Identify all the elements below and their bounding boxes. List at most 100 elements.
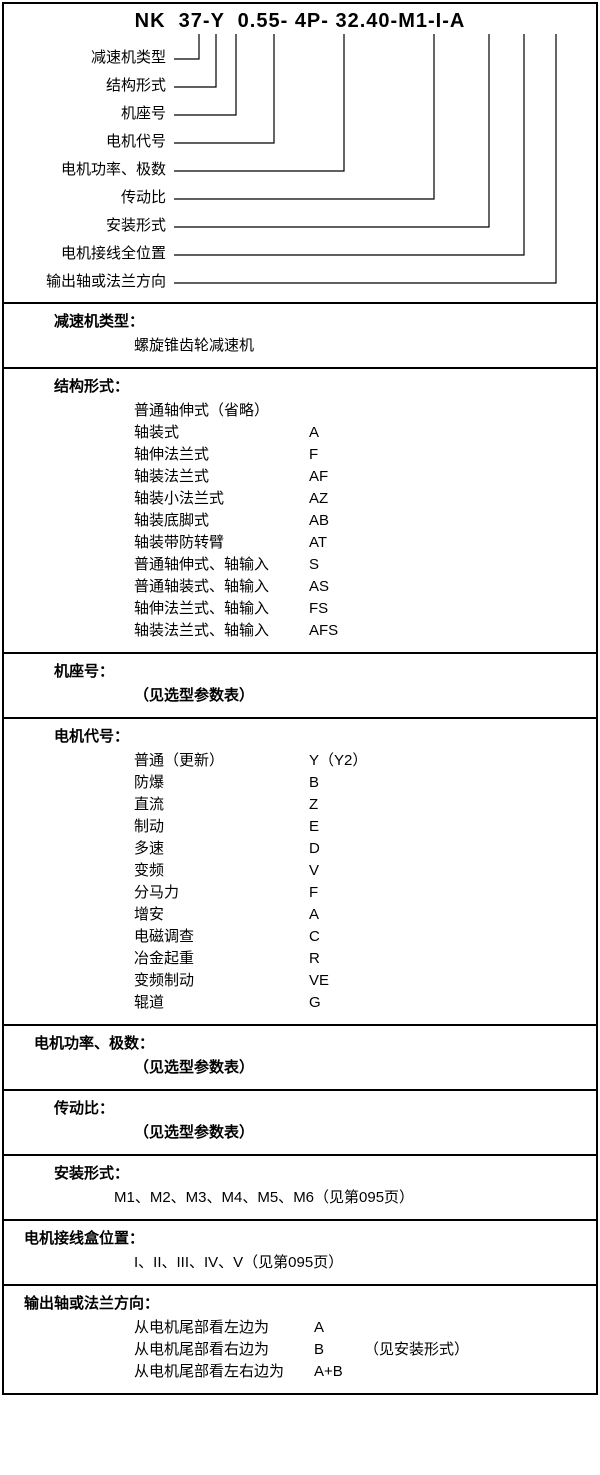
callout-label: 电机接线全位置 bbox=[46, 240, 166, 268]
option-label: 普通轴伸式（省略） bbox=[134, 400, 309, 422]
option-label: 制动 bbox=[134, 816, 309, 838]
spec-section: 电机功率、极数： （见选型参数表） bbox=[4, 1026, 596, 1091]
option-label: 辊道 bbox=[134, 992, 309, 1014]
option-label: 从电机尾部看左边为 bbox=[134, 1317, 314, 1339]
option-code: V bbox=[309, 860, 369, 882]
option-row: 制动E bbox=[134, 816, 586, 838]
section-title: 减速机类型： bbox=[54, 310, 586, 331]
option-label: 轴装底脚式 bbox=[134, 510, 309, 532]
option-row: 分马力F bbox=[134, 882, 586, 904]
spec-section: 输出轴或法兰方向： 从电机尾部看左边为A从电机尾部看右边为B（见安装形式）从电机尾… bbox=[4, 1286, 596, 1393]
section-title: 输出轴或法兰方向： bbox=[24, 1292, 586, 1313]
option-row: 变频V bbox=[134, 860, 586, 882]
option-code bbox=[309, 400, 369, 422]
option-label: 轴装小法兰式 bbox=[134, 488, 309, 510]
option-label: 普通轴伸式、轴输入 bbox=[134, 554, 309, 576]
option-code: R bbox=[309, 948, 369, 970]
callout-label: 电机代号 bbox=[46, 128, 166, 156]
option-code: F bbox=[309, 882, 369, 904]
option-label: 直流 bbox=[134, 794, 309, 816]
callout-labels: 减速机类型 结构形式 机座号 电机代号 电机功率、极数 传动比 安装形式 电机接… bbox=[46, 44, 166, 296]
option-label: 轴装法兰式、轴输入 bbox=[134, 620, 309, 642]
option-code: Y（Y2） bbox=[309, 750, 369, 772]
section-body: （见选型参数表） bbox=[134, 685, 586, 707]
option-code: AB bbox=[309, 510, 369, 532]
option-row: 普通（更新）Y（Y2） bbox=[134, 750, 586, 772]
option-label: 轴伸法兰式 bbox=[134, 444, 309, 466]
option-row: 辊道G bbox=[134, 992, 586, 1014]
spec-section: 安装形式： M1、M2、M3、M4、M5、M6（见第095页） bbox=[4, 1156, 596, 1221]
option-row: 冶金起重R bbox=[134, 948, 586, 970]
option-label: 从电机尾部看右边为 bbox=[134, 1339, 314, 1361]
option-row: 变频制动VE bbox=[134, 970, 586, 992]
option-label: 轴装式 bbox=[134, 422, 309, 444]
option-label: 普通轴装式、轴输入 bbox=[134, 576, 309, 598]
option-row: 增安A bbox=[134, 904, 586, 926]
option-code: A bbox=[309, 422, 369, 444]
option-row: 直流Z bbox=[134, 794, 586, 816]
option-label: 变频 bbox=[134, 860, 309, 882]
section-body: 螺旋锥齿轮减速机 bbox=[134, 335, 586, 357]
spec-section: 传动比：（见选型参数表） bbox=[4, 1091, 596, 1156]
section-body: （见选型参数表） bbox=[134, 1057, 586, 1079]
option-code: Z bbox=[309, 794, 369, 816]
callout-label: 电机功率、极数 bbox=[46, 156, 166, 184]
callout-label: 减速机类型 bbox=[46, 44, 166, 72]
option-label: 从电机尾部看左右边为 bbox=[134, 1361, 314, 1383]
option-code: A bbox=[314, 1317, 364, 1339]
callout-label: 机座号 bbox=[46, 100, 166, 128]
sections-container: 减速机类型：螺旋锥齿轮减速机结构形式：普通轴伸式（省略）轴装式A轴伸法兰式F轴装… bbox=[4, 304, 596, 1393]
option-row: 从电机尾部看右边为B（见安装形式） bbox=[134, 1339, 586, 1361]
option-code: AT bbox=[309, 532, 369, 554]
option-label: 变频制动 bbox=[134, 970, 309, 992]
option-label: 多速 bbox=[134, 838, 309, 860]
option-code: A bbox=[309, 904, 369, 926]
option-code: AFS bbox=[309, 620, 369, 642]
option-label: 防爆 bbox=[134, 772, 309, 794]
option-row: 轴伸法兰式、轴输入FS bbox=[134, 598, 586, 620]
option-code: E bbox=[309, 816, 369, 838]
option-code: D bbox=[309, 838, 369, 860]
option-row: 普通轴伸式、轴输入S bbox=[134, 554, 586, 576]
option-row: 普通轴装式、轴输入AS bbox=[134, 576, 586, 598]
spec-section: 电机代号： 普通（更新）Y（Y2）防爆B直流Z制动E多速D变频V分马力F增安A电磁… bbox=[4, 719, 596, 1026]
option-label: 轴伸法兰式、轴输入 bbox=[134, 598, 309, 620]
option-row: 电磁调查C bbox=[134, 926, 586, 948]
option-row: 普通轴伸式（省略） bbox=[134, 400, 586, 422]
section-title: 电机功率、极数： bbox=[34, 1032, 586, 1053]
option-code: FS bbox=[309, 598, 369, 620]
section-title: 传动比： bbox=[54, 1097, 586, 1118]
section-title: 安装形式： bbox=[54, 1162, 586, 1183]
callout-label: 输出轴或法兰方向 bbox=[46, 268, 166, 296]
option-code: G bbox=[309, 992, 369, 1014]
option-row: 轴装带防转臂AT bbox=[134, 532, 586, 554]
option-code: AS bbox=[309, 576, 369, 598]
section-body: I、II、III、IV、V（见第095页） bbox=[134, 1252, 586, 1274]
code-breakdown-diagram: NK 37-Y 0.55- 4P- 32.40-M1-I-A bbox=[4, 4, 596, 304]
section-body: 从电机尾部看左边为A从电机尾部看右边为B（见安装形式）从电机尾部看左右边为A+B bbox=[134, 1317, 586, 1383]
option-label: 轴装带防转臂 bbox=[134, 532, 309, 554]
option-code: S bbox=[309, 554, 369, 576]
callout-label: 结构形式 bbox=[46, 72, 166, 100]
option-row: 轴装法兰式AF bbox=[134, 466, 586, 488]
option-row: 轴装小法兰式AZ bbox=[134, 488, 586, 510]
section-title: 结构形式： bbox=[54, 375, 586, 396]
option-label: 普通（更新） bbox=[134, 750, 309, 772]
section-body: 普通（更新）Y（Y2）防爆B直流Z制动E多速D变频V分马力F增安A电磁调查C冶金… bbox=[134, 750, 586, 1014]
callout-label: 传动比 bbox=[46, 184, 166, 212]
option-code: AF bbox=[309, 466, 369, 488]
option-row: 轴伸法兰式F bbox=[134, 444, 586, 466]
option-code: VE bbox=[309, 970, 369, 992]
option-label: 增安 bbox=[134, 904, 309, 926]
option-row: 从电机尾部看左边为A bbox=[134, 1317, 586, 1339]
option-code: B bbox=[309, 772, 369, 794]
option-row: 轴装底脚式AB bbox=[134, 510, 586, 532]
section-title: 电机代号： bbox=[54, 725, 586, 746]
spec-section: 电机接线盒位置：I、II、III、IV、V（见第095页） bbox=[4, 1221, 596, 1286]
section-body: 普通轴伸式（省略）轴装式A轴伸法兰式F轴装法兰式AF轴装小法兰式AZ轴装底脚式A… bbox=[134, 400, 586, 642]
option-code: A+B bbox=[314, 1361, 364, 1383]
option-row: 轴装法兰式、轴输入AFS bbox=[134, 620, 586, 642]
option-row: 防爆B bbox=[134, 772, 586, 794]
section-body: M1、M2、M3、M4、M5、M6（见第095页） bbox=[114, 1187, 586, 1209]
option-extra: （见安装形式） bbox=[364, 1339, 469, 1361]
